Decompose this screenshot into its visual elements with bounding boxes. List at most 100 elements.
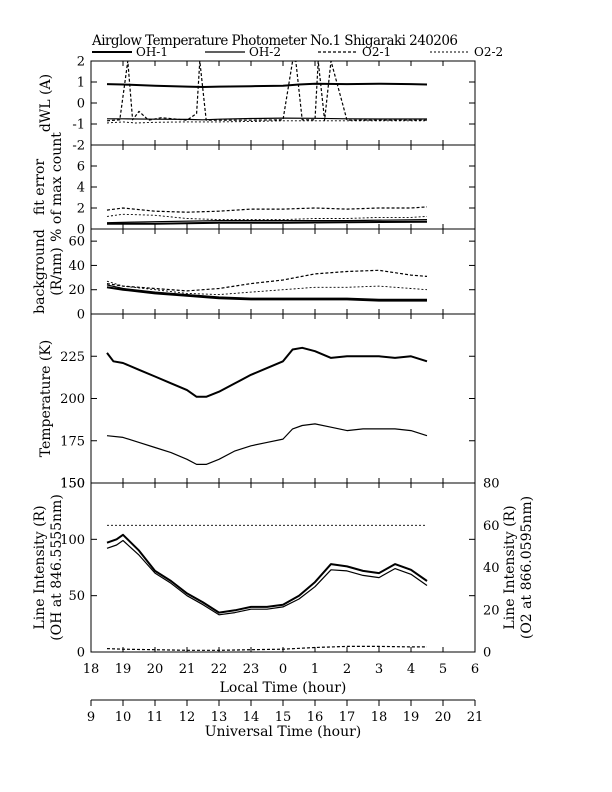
y-tick-label-intensity: 0 — [77, 646, 85, 661]
y-right-tick-label-intensity: 20 — [483, 603, 500, 618]
x-universal-tick-label: 11 — [147, 710, 164, 725]
y-tick-label-temperature: 200 — [60, 392, 85, 407]
x-local-tick-label: 18 — [83, 662, 100, 677]
series-oh-1-fit — [107, 220, 428, 225]
panels: -2 -1 0 1 2 dWL (A) 0 2 4 6 fit error% of max coun… — [32, 55, 535, 661]
y-tick-label-fit: 6 — [77, 160, 85, 175]
panel-frame-dwl — [90, 60, 476, 146]
y-tick-label-dwl: 1 — [77, 76, 85, 91]
x-local-tick-label: 23 — [243, 662, 260, 677]
x-universal-tick-label: 15 — [275, 710, 292, 725]
x-universal-tick-label: 21 — [467, 710, 484, 725]
x-universal-tick-label: 12 — [179, 710, 196, 725]
x-universal-tick-label: 18 — [371, 710, 388, 725]
series-o2-1-dwl — [106, 61, 427, 122]
y-axis-label-background: background — [32, 229, 48, 314]
x-universal-label: Universal Time (hour) — [205, 724, 362, 740]
y-tick-label-dwl: 2 — [77, 55, 85, 70]
series-oh-1-temperature — [106, 346, 428, 398]
y-tick-label-dwl: 0 — [77, 97, 85, 112]
y-axis-right-label-intensity: (O2 at 866.0595nm) — [519, 496, 535, 639]
y-tick-label-background: 40 — [68, 259, 85, 274]
x-universal-tick-label: 10 — [115, 710, 132, 725]
y-tick-label-temperature: 175 — [60, 434, 85, 449]
legend-label-oh-1: OH-1 — [136, 45, 168, 59]
legend: OH-1 OH-2 O2-1 O2-2 — [92, 45, 503, 59]
panel-temperature: 150 175 200 225 Temperature (K) — [38, 313, 476, 492]
y-tick-label-intensity: 150 — [60, 477, 85, 492]
series-oh-2-temperature — [106, 423, 428, 465]
x-local-label: Local Time (hour) — [220, 680, 347, 696]
x-universal-tick-label: 14 — [243, 710, 260, 725]
y-axis-label-background: (R/nm) — [49, 247, 65, 295]
legend-label-o2-1: O2-1 — [362, 45, 391, 59]
x-universal-tick-label: 9 — [87, 710, 95, 725]
series-oh-2-intensity — [106, 539, 428, 616]
y-axis-label-temperature: Temperature (K) — [38, 340, 54, 458]
x-local-tick-label: 3 — [375, 662, 383, 677]
series-o2-2-background — [106, 280, 428, 296]
chart-title: Airglow Temperature Photometer No.1 Shig… — [91, 33, 458, 49]
y-axis-label-intensity: Line Intensity (R) — [32, 505, 48, 629]
series-oh-2-fit — [106, 219, 428, 224]
x-axes: 18 19 20 21 22 23 0 1 2 3 4 5 69 10 11 12 13 14 15 16 17 18 19… — [83, 662, 484, 725]
series-group-fit — [106, 206, 428, 225]
y-tick-label-fit: 0 — [77, 223, 85, 238]
x-local-tick-label: 4 — [407, 662, 415, 677]
y-tick-label-intensity: 50 — [68, 589, 85, 604]
x-local-tick-label: 5 — [439, 662, 447, 677]
series-oh-2-background — [106, 284, 427, 300]
y-right-tick-label-intensity: 80 — [483, 477, 500, 492]
panel-frame-intensity — [90, 482, 476, 653]
series-o2-1-fit — [106, 206, 428, 213]
series-o2-1-background — [106, 269, 428, 292]
y-tick-label-dwl: -1 — [72, 118, 85, 133]
x-local-tick-label: 1 — [311, 662, 319, 677]
series-group-background — [106, 269, 428, 302]
x-universal-tick-label: 17 — [339, 710, 356, 725]
series-oh-1-dwl — [106, 82, 428, 88]
y-axis-label-intensity: (OH at 846.5555nm) — [49, 494, 65, 641]
legend-label-oh-2: OH-2 — [249, 45, 281, 59]
y-axis-label-fit: % of max count — [49, 132, 65, 242]
legend-label-o2-2: O2-2 — [474, 45, 503, 59]
panel-frame-temperature — [90, 313, 476, 484]
y-axis-right-label-intensity: Line Intensity (R) — [502, 505, 518, 629]
x-local-tick-label: 2 — [343, 662, 351, 677]
x-universal-tick-label: 19 — [403, 710, 420, 725]
y-tick-label-fit: 4 — [77, 181, 85, 196]
y-right-tick-label-intensity: 0 — [483, 646, 491, 661]
x-universal-tick-label: 13 — [211, 710, 228, 725]
y-tick-label-background: 20 — [68, 283, 85, 298]
x-local-tick-label: 22 — [211, 662, 228, 677]
panel-background: 0 20 40 60 background (R/nm) — [32, 228, 476, 323]
series-group-temperature — [106, 346, 428, 465]
panel-fit: 0 2 4 6 fit error% of max count — [32, 132, 476, 242]
x-universal-tick-label: 16 — [307, 710, 324, 725]
series-o2-2-dwl — [106, 120, 427, 124]
y-tick-label-background: 60 — [68, 235, 85, 250]
y-axis-label-dwl: dWL (A) — [38, 74, 54, 132]
y-tick-label-temperature: 150 — [60, 477, 85, 492]
x-local-tick-label: 6 — [471, 662, 479, 677]
y-right-tick-label-intensity: 60 — [483, 519, 500, 534]
series-oh-1-background — [106, 286, 427, 302]
series-oh-1-intensity — [106, 533, 428, 614]
x-local-tick-label: 21 — [179, 662, 196, 677]
y-tick-label-intensity: 100 — [60, 533, 85, 548]
x-local-tick-label: 19 — [115, 662, 132, 677]
series-group-intensity — [106, 524, 428, 651]
series-o2-1-intensity — [106, 645, 427, 651]
y-tick-label-fit: 2 — [77, 202, 85, 217]
series-o2-2-fit — [106, 213, 428, 221]
y-tick-label-temperature: 225 — [60, 350, 85, 365]
x-local-tick-label: 20 — [147, 662, 164, 677]
y-axis-label-fit: fit error — [32, 159, 48, 216]
x-universal-tick-label: 20 — [435, 710, 452, 725]
panel-dwl: -2 -1 0 1 2 dWL (A) — [38, 55, 476, 154]
y-tick-label-dwl: -2 — [72, 139, 85, 154]
y-tick-label-background: 0 — [77, 308, 85, 323]
y-right-tick-label-intensity: 40 — [483, 561, 500, 576]
